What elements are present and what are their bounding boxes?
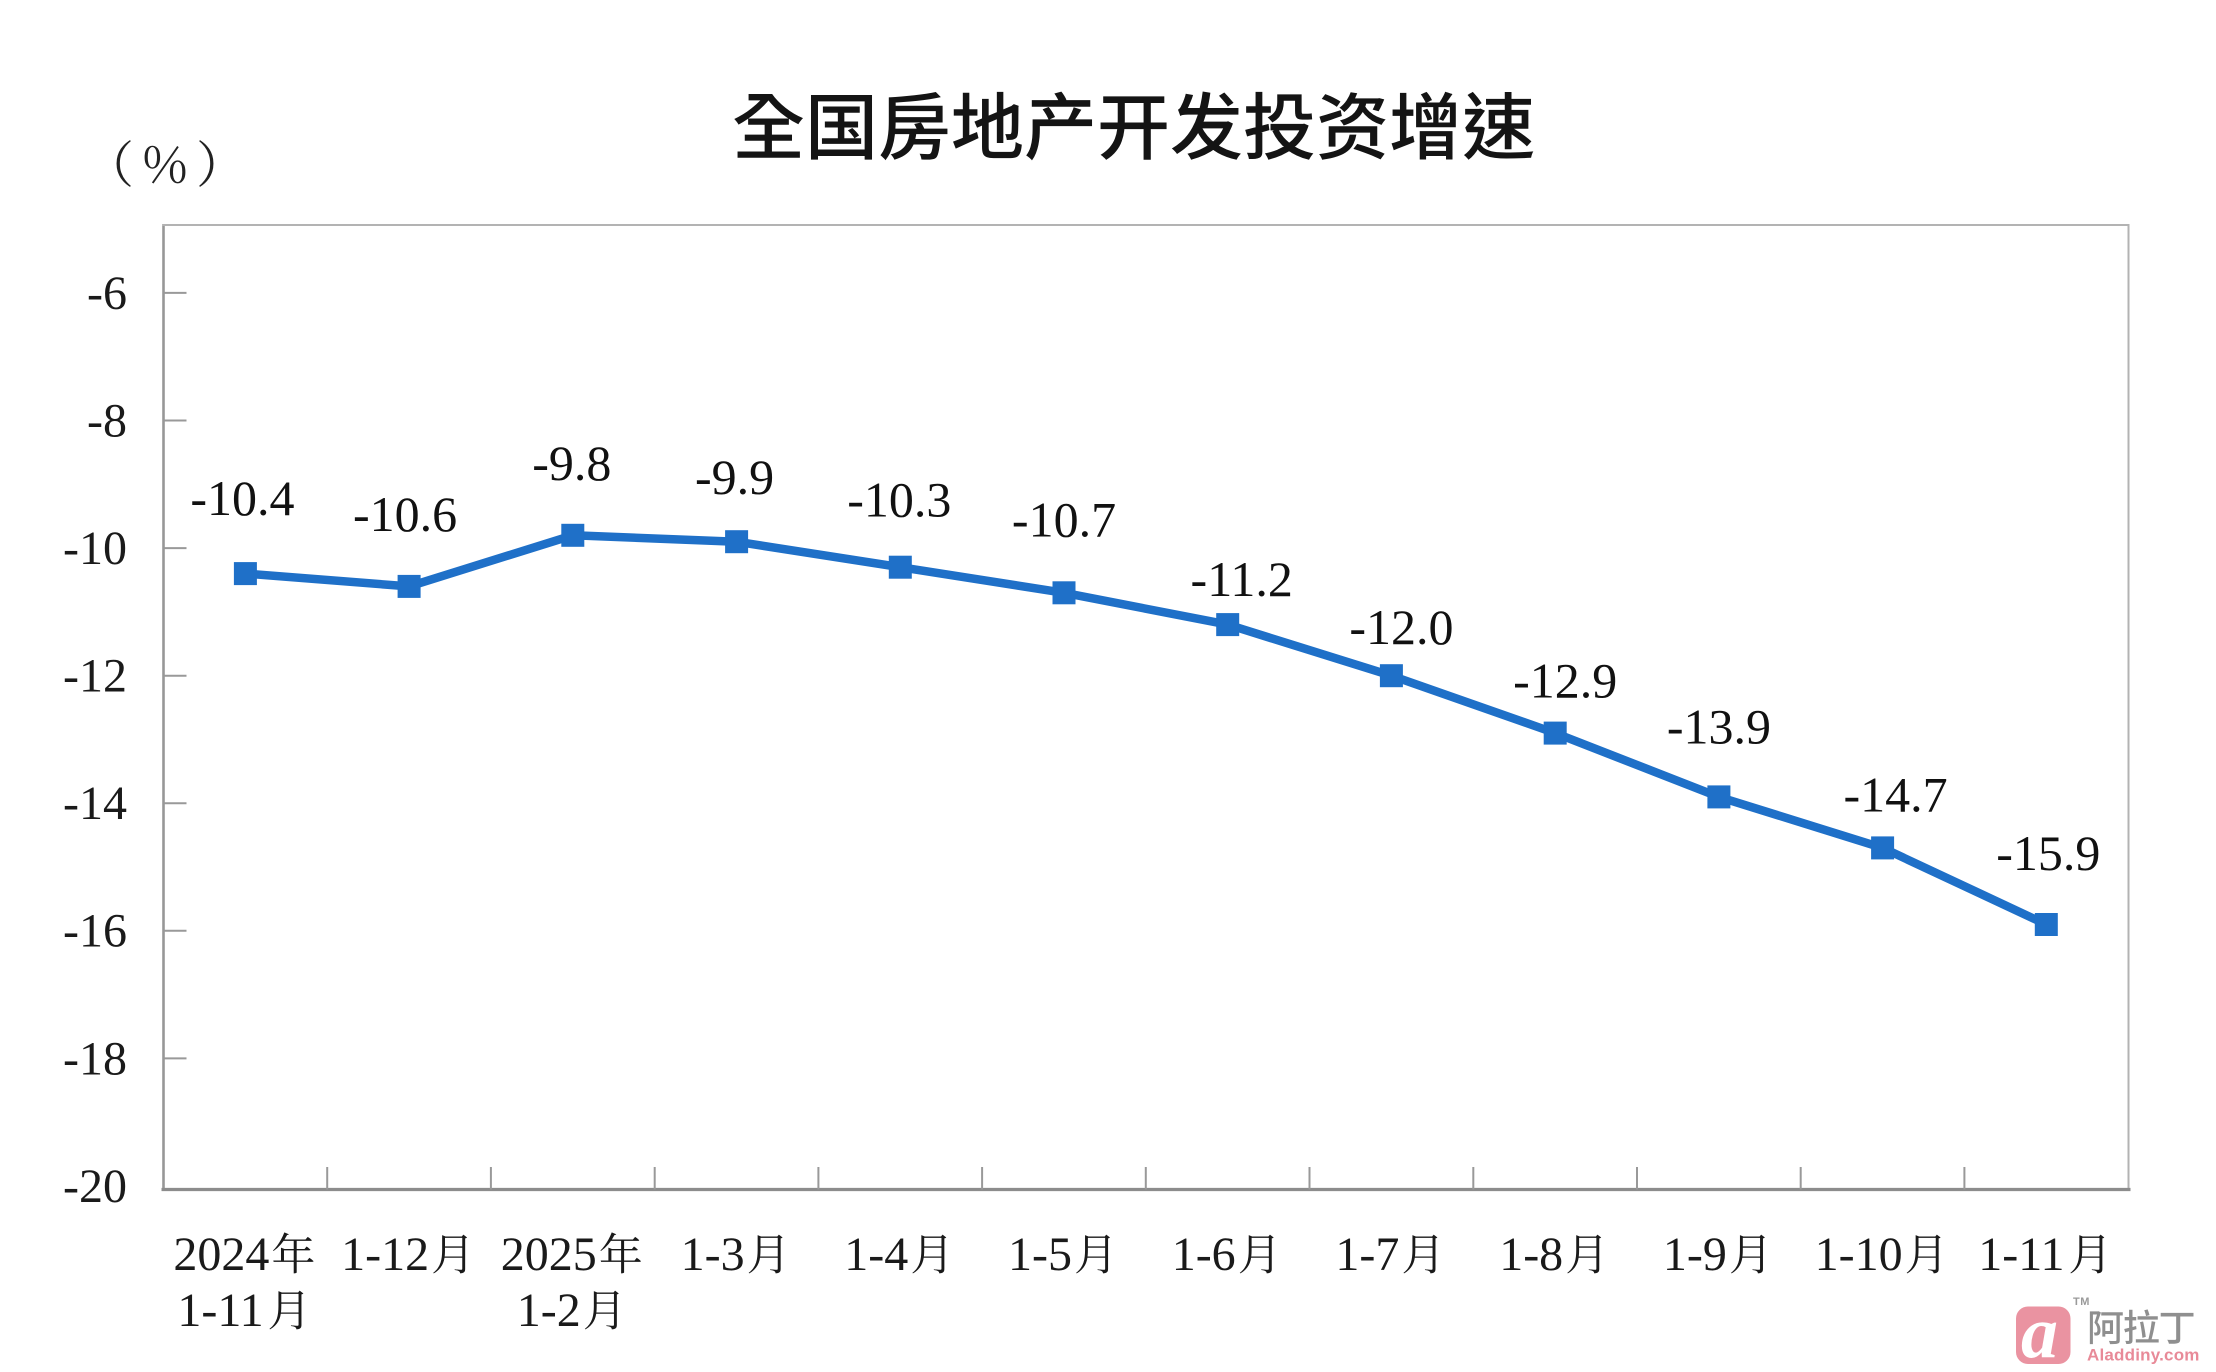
svg-text:-10.6: -10.6 [353, 486, 457, 542]
svg-text:-6: -6 [87, 267, 127, 320]
svg-text:1-8: 1-8 [1499, 1228, 1563, 1281]
svg-text:-9.8: -9.8 [532, 435, 611, 491]
svg-text:-12: -12 [63, 650, 127, 703]
svg-text:-13.9: -13.9 [1667, 698, 1771, 754]
svg-text:1-3: 1-3 [681, 1228, 745, 1281]
svg-text:1-12: 1-12 [341, 1228, 429, 1281]
svg-text:Aladdiny.com: Aladdiny.com [2087, 1346, 2200, 1365]
svg-text:1-6: 1-6 [1172, 1228, 1236, 1281]
svg-text:1-11: 1-11 [1978, 1228, 2064, 1281]
svg-text:-10: -10 [63, 522, 127, 575]
svg-text:1-7: 1-7 [1335, 1228, 1399, 1281]
svg-text:-10.7: -10.7 [1012, 491, 1116, 547]
svg-text:2024: 2024 [173, 1228, 269, 1281]
svg-text:-9.9: -9.9 [695, 449, 774, 505]
svg-text:TM: TM [2073, 1296, 2090, 1308]
svg-text:-12.0: -12.0 [1349, 599, 1453, 655]
svg-text:-18: -18 [63, 1032, 127, 1085]
svg-text:-12.9: -12.9 [1513, 653, 1617, 709]
svg-text:-10.3: -10.3 [847, 472, 951, 528]
svg-text:1-4: 1-4 [844, 1228, 908, 1281]
svg-text:2025: 2025 [501, 1228, 597, 1281]
svg-text:-20: -20 [63, 1160, 127, 1213]
svg-text:1-5: 1-5 [1008, 1228, 1072, 1281]
svg-text:a: a [2021, 1292, 2058, 1372]
svg-text:-10.4: -10.4 [190, 470, 294, 526]
svg-text:1-10: 1-10 [1815, 1228, 1903, 1281]
svg-text:1-11: 1-11 [177, 1284, 263, 1337]
svg-text:-14.7: -14.7 [1844, 766, 1948, 822]
svg-text:-8: -8 [87, 394, 127, 447]
svg-text:-16: -16 [63, 905, 127, 958]
svg-text:1-9: 1-9 [1663, 1228, 1727, 1281]
svg-text:-14: -14 [63, 777, 127, 830]
svg-text:1-2: 1-2 [517, 1284, 581, 1337]
svg-text:-15.9: -15.9 [1996, 825, 2100, 881]
svg-text:-11.2: -11.2 [1191, 551, 1293, 607]
